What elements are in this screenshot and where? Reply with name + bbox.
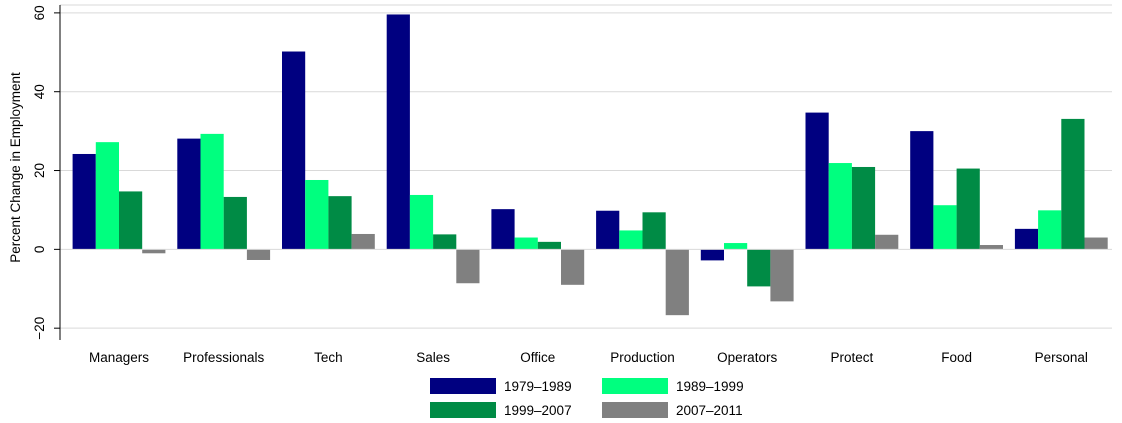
legend-swatch bbox=[430, 402, 496, 418]
x-tick-label: Production bbox=[610, 350, 675, 365]
bar-protect-4 bbox=[875, 234, 899, 250]
legend-label: 1979–1989 bbox=[504, 378, 572, 394]
bar-operators-2 bbox=[724, 243, 748, 250]
legend-item: 1999–2007 bbox=[430, 401, 572, 419]
bar-professionals-1 bbox=[177, 138, 201, 250]
y-tick-label: 20 bbox=[32, 163, 47, 178]
x-tick-label: Sales bbox=[416, 350, 450, 365]
bars bbox=[72, 14, 1108, 316]
y-tick-label: 60 bbox=[32, 5, 47, 20]
legend-swatch bbox=[602, 378, 668, 394]
bar-production-4 bbox=[665, 249, 689, 316]
x-tick-label: Food bbox=[941, 350, 972, 365]
y-tick-label: 0 bbox=[32, 246, 47, 254]
bar-tech-3 bbox=[328, 196, 352, 250]
bar-production-1 bbox=[596, 210, 620, 250]
legend-swatch bbox=[430, 378, 496, 394]
legend-label: 1989–1999 bbox=[676, 378, 744, 394]
legend-swatch bbox=[602, 402, 668, 418]
bar-personal-4 bbox=[1084, 237, 1108, 250]
x-tick-label: Professionals bbox=[183, 350, 264, 365]
bar-production-2 bbox=[619, 230, 643, 250]
bar-operators-4 bbox=[770, 249, 794, 302]
y-tick-label: 40 bbox=[32, 84, 47, 99]
bar-food-2 bbox=[933, 205, 957, 250]
y-axis-label: Percent Change in Employment bbox=[8, 72, 23, 263]
bar-office-2 bbox=[514, 237, 538, 250]
bar-tech-2 bbox=[305, 179, 329, 250]
bar-protect-1 bbox=[805, 112, 829, 250]
legend-label: 2007–2011 bbox=[676, 402, 743, 418]
legend-item: 1989–1999 bbox=[602, 377, 744, 395]
bar-food-4 bbox=[979, 245, 1003, 250]
bar-tech-1 bbox=[282, 51, 306, 250]
x-tick-label: Operators bbox=[717, 350, 777, 365]
legend-item: 1979–1989 bbox=[430, 377, 572, 395]
bar-personal-1 bbox=[1014, 228, 1039, 250]
bar-food-1 bbox=[910, 131, 934, 250]
gridlines bbox=[60, 4, 1112, 329]
bar-protect-3 bbox=[851, 166, 876, 250]
bar-food-3 bbox=[956, 168, 980, 250]
legend-item: 2007–2011 bbox=[602, 401, 743, 419]
x-tick-labels: Managers Professionals Tech Sales Office Prod… bbox=[89, 350, 1088, 365]
bar-managers-2 bbox=[95, 142, 119, 250]
bar-office-3 bbox=[537, 241, 561, 250]
bar-managers-4 bbox=[142, 249, 166, 254]
bar-production-3 bbox=[642, 212, 666, 250]
y-axis: −20 0 20 40 60 bbox=[32, 5, 61, 340]
bar-professionals-2 bbox=[200, 133, 224, 250]
y-tick-label: −20 bbox=[32, 317, 47, 340]
x-tick-label: Personal bbox=[1035, 350, 1088, 365]
bar-sales-1 bbox=[386, 14, 410, 250]
legend: 1979–1989 1989–1999 1999–2007 2007–2011 bbox=[430, 377, 770, 421]
bar-personal-3 bbox=[1061, 118, 1085, 250]
bar-operators-3 bbox=[747, 249, 771, 287]
bar-office-4 bbox=[561, 249, 585, 285]
x-tick-label: Managers bbox=[89, 350, 149, 365]
bar-sales-4 bbox=[456, 249, 480, 284]
x-tick-label: Tech bbox=[314, 350, 343, 365]
bar-professionals-3 bbox=[223, 196, 247, 250]
bar-personal-2 bbox=[1038, 210, 1062, 250]
x-tick-label: Office bbox=[520, 350, 555, 365]
legend-label: 1999–2007 bbox=[504, 402, 572, 418]
x-tick-label: Protect bbox=[831, 350, 874, 365]
bar-professionals-4 bbox=[246, 249, 271, 260]
bar-managers-1 bbox=[72, 153, 96, 250]
bar-managers-3 bbox=[119, 191, 143, 250]
bar-sales-3 bbox=[433, 234, 457, 250]
bar-tech-4 bbox=[351, 233, 375, 250]
bar-office-1 bbox=[491, 209, 515, 250]
bar-protect-2 bbox=[828, 163, 852, 250]
bar-sales-2 bbox=[409, 194, 434, 250]
bar-operators-1 bbox=[700, 249, 724, 261]
